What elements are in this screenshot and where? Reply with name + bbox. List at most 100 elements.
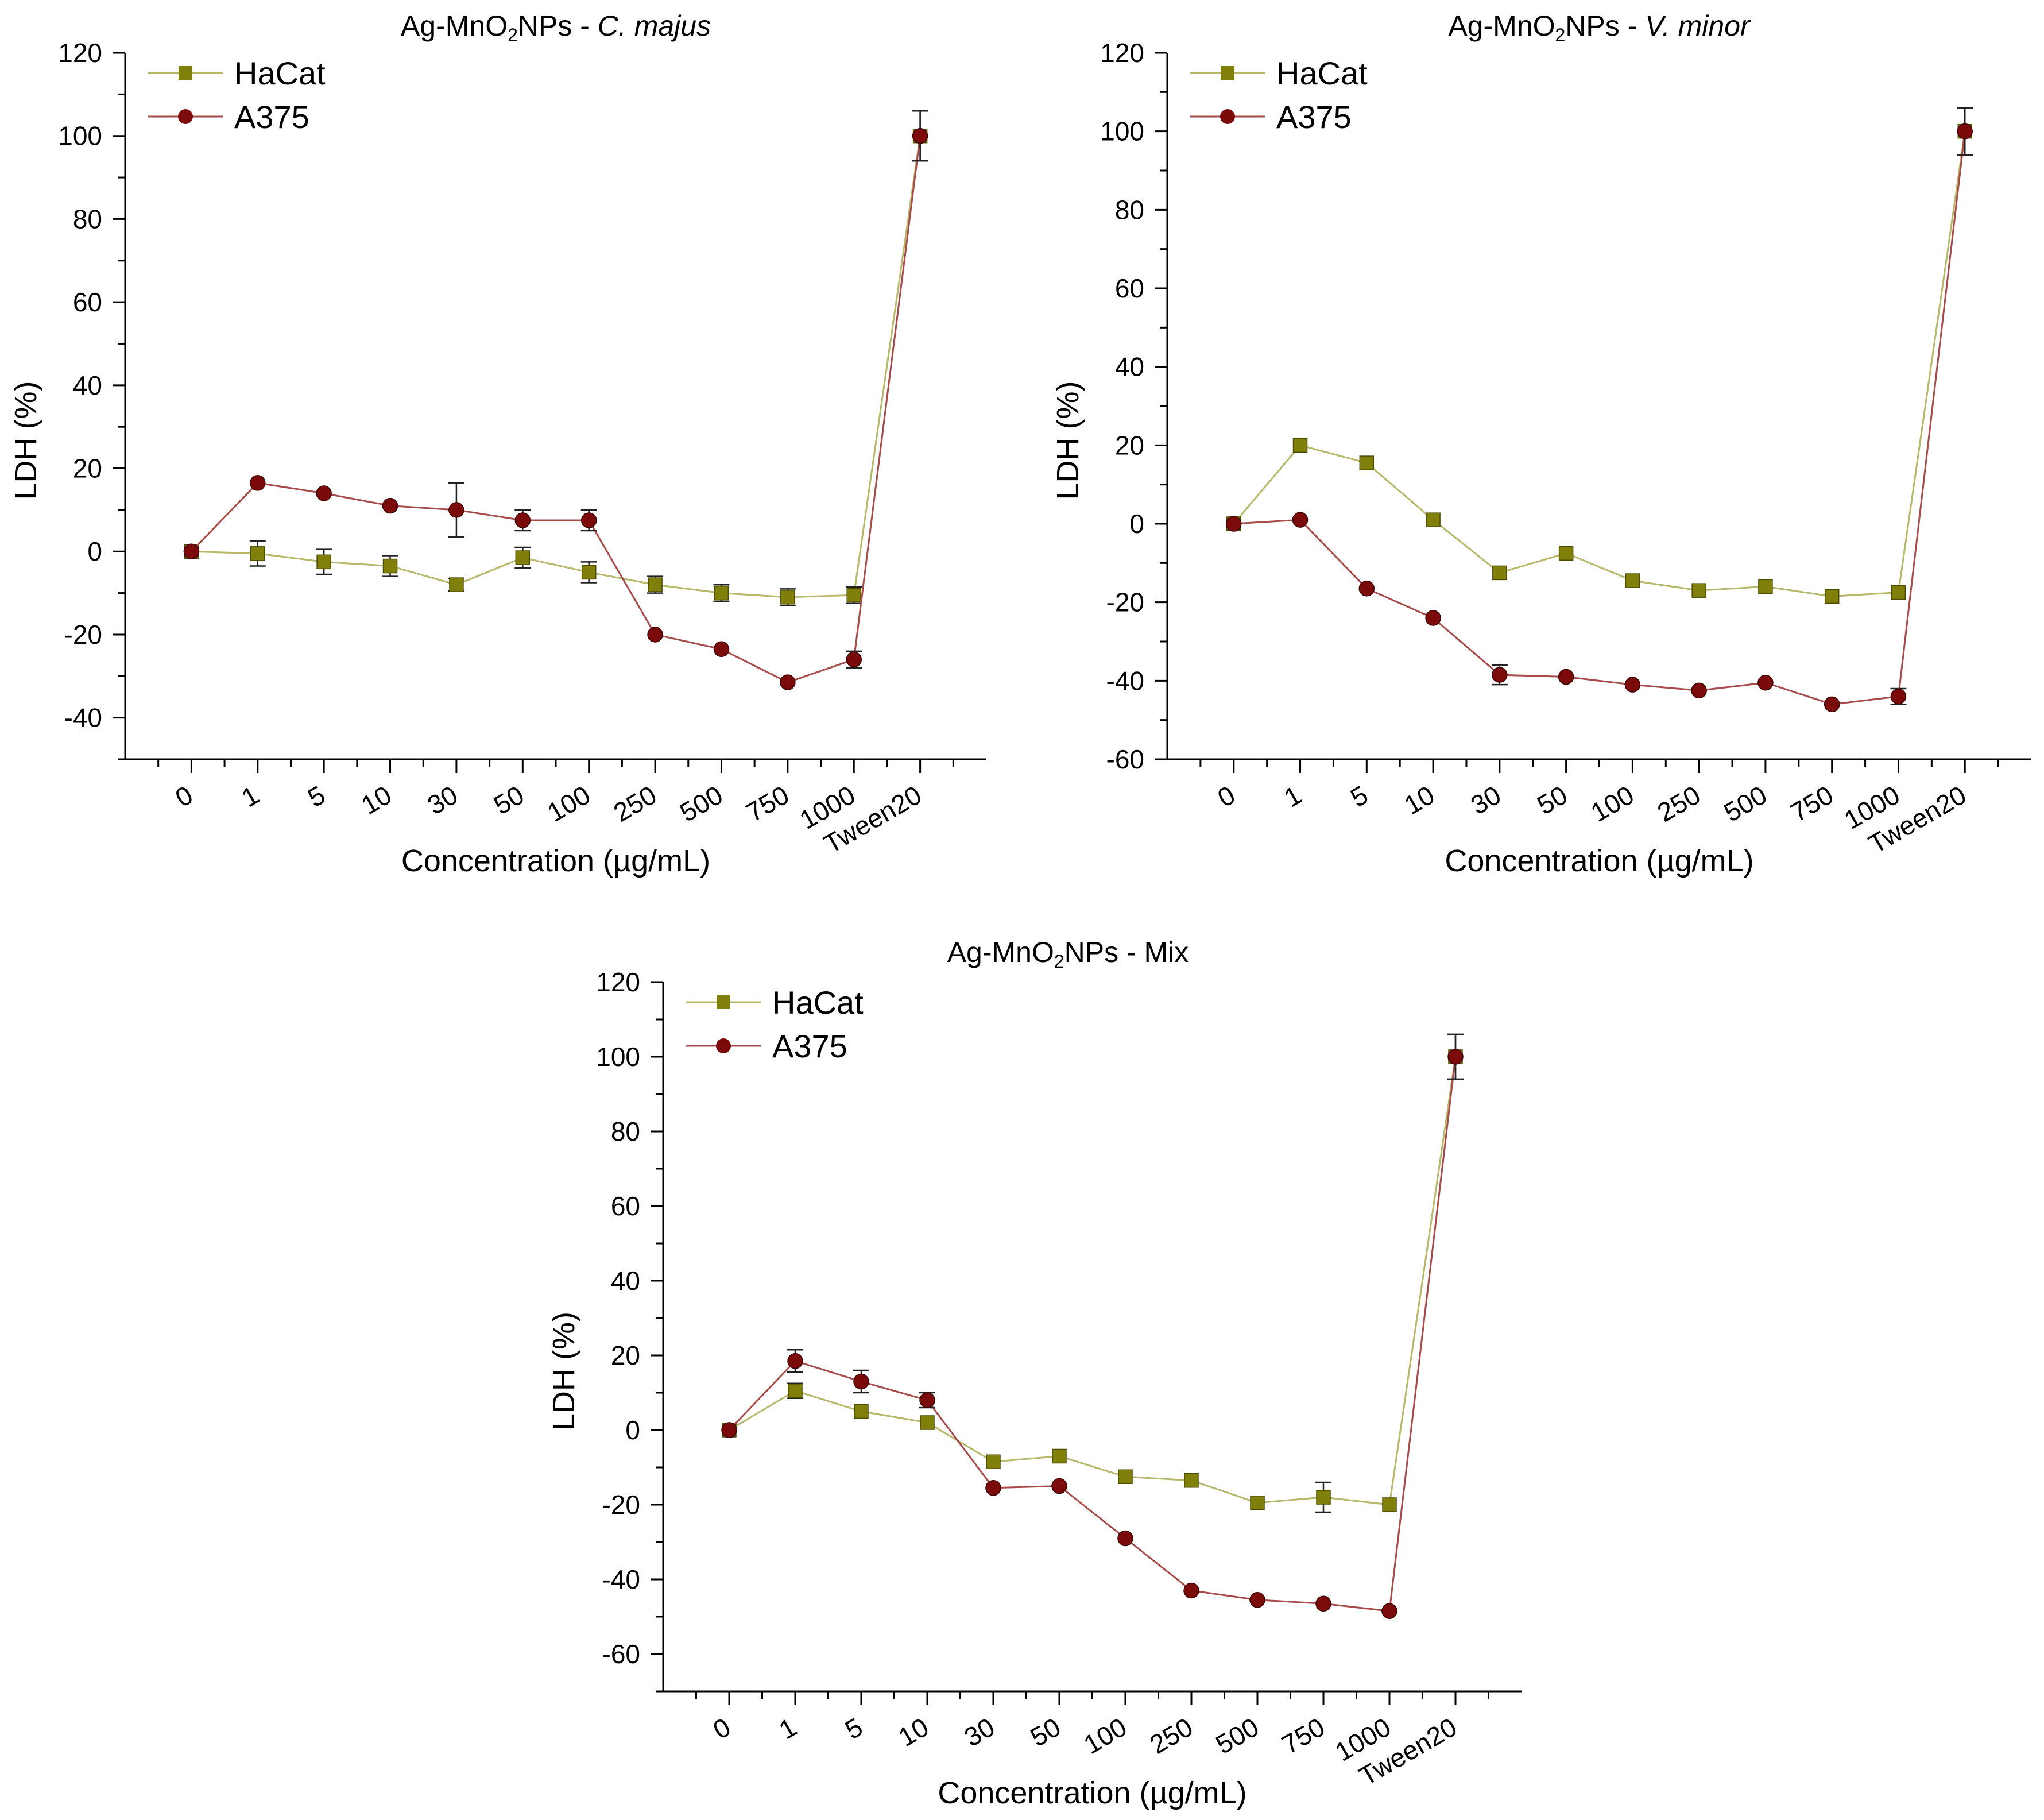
y-tick-label: 80 xyxy=(73,204,102,234)
data-point xyxy=(1184,1473,1199,1488)
data-point xyxy=(1624,677,1641,693)
legend-label: A375 xyxy=(772,1028,847,1064)
series-line-a375 xyxy=(1233,131,1966,705)
x-tick-label: 250 xyxy=(1145,1712,1198,1760)
y-tick-label: -20 xyxy=(602,1490,640,1520)
data-point xyxy=(1358,581,1375,597)
y-tick-label: 100 xyxy=(596,1042,640,1072)
data-point xyxy=(1447,1049,1464,1065)
y-axis-title: LDH (%) xyxy=(547,1312,581,1431)
x-tick-label: 0 xyxy=(1213,780,1240,813)
data-point xyxy=(1250,1496,1265,1510)
title-subscript: 2 xyxy=(1054,951,1064,972)
series-line-hacat xyxy=(191,136,922,598)
x-tick-label: 10 xyxy=(1399,780,1439,821)
chart-title: Ag-MnO2NPs - C. majus xyxy=(401,10,711,45)
data-point xyxy=(1625,573,1640,588)
data-point xyxy=(1890,688,1907,705)
series-line-a375 xyxy=(728,1056,1457,1612)
y-tick-label: 40 xyxy=(611,1266,640,1296)
x-tick-label: 750 xyxy=(1277,1712,1330,1760)
x-tick-label: 30 xyxy=(423,780,463,821)
x-tick-label: 5 xyxy=(303,780,330,813)
data-point xyxy=(514,512,531,528)
legend-label: A375 xyxy=(234,99,309,135)
y-tick-label: -20 xyxy=(64,620,102,650)
y-tick-label: 0 xyxy=(625,1415,640,1445)
legend-label: HaCat xyxy=(772,984,864,1021)
y-tick-label: 40 xyxy=(1115,352,1144,382)
title-after: NPs - xyxy=(518,10,598,42)
data-point xyxy=(919,1392,935,1408)
title-main: Ag-MnO xyxy=(401,10,508,42)
x-tick-label: 250 xyxy=(609,780,661,828)
data-point xyxy=(250,546,265,561)
data-point xyxy=(1292,438,1308,453)
data-point xyxy=(1558,546,1574,561)
y-tick-label: 80 xyxy=(1115,195,1144,225)
legend-label: HaCat xyxy=(234,55,326,91)
x-tick-label: 30 xyxy=(1466,780,1506,821)
x-tick-label: 100 xyxy=(542,780,595,828)
series-hacat xyxy=(1226,107,1973,604)
x-tick-label: 50 xyxy=(489,780,529,821)
data-point xyxy=(1824,696,1840,713)
title-after: NPs - xyxy=(1565,10,1645,42)
x-tick-label: 750 xyxy=(741,780,793,828)
legend-marker xyxy=(178,109,193,124)
data-point xyxy=(1824,589,1840,604)
data-point xyxy=(1757,675,1774,691)
data-point xyxy=(1117,1530,1133,1547)
data-point xyxy=(1758,579,1773,594)
data-point xyxy=(449,577,464,592)
y-tick-label: 0 xyxy=(87,536,102,566)
y-tick-label: -60 xyxy=(602,1639,640,1669)
title-italic: C. majus xyxy=(598,10,711,42)
x-tick-label: 100 xyxy=(1586,780,1639,828)
data-point xyxy=(647,627,663,643)
series-a375 xyxy=(1226,107,1973,713)
chart-title: Ag-MnO2NPs - Mix xyxy=(947,936,1189,972)
data-point xyxy=(1381,1603,1397,1619)
data-point xyxy=(1691,682,1707,699)
data-point xyxy=(714,585,729,601)
x-tick-label: 10 xyxy=(893,1712,934,1753)
data-point xyxy=(1292,512,1309,528)
data-point xyxy=(1558,669,1574,685)
data-point xyxy=(1052,1448,1067,1464)
data-point xyxy=(1426,512,1441,527)
data-point xyxy=(648,577,663,592)
x-tick-label: 5 xyxy=(1345,780,1373,813)
data-point xyxy=(580,512,597,528)
data-point xyxy=(382,558,398,574)
data-point xyxy=(1492,565,1507,581)
data-point xyxy=(1316,1490,1331,1505)
data-point xyxy=(1359,455,1375,470)
x-tick-label: 5 xyxy=(840,1712,868,1745)
y-tick-label: 20 xyxy=(611,1340,640,1370)
data-point xyxy=(780,674,796,690)
legend-marker xyxy=(1221,66,1234,80)
data-point xyxy=(1382,1497,1397,1512)
legend-label: A375 xyxy=(1276,99,1352,135)
data-point xyxy=(1315,1595,1331,1612)
data-point xyxy=(1492,667,1508,683)
y-tick-label: 100 xyxy=(1100,117,1144,146)
y-tick-label: 20 xyxy=(1115,430,1144,460)
chart-1: Ag-MnO2NPs - C. majus-40-200204060801001… xyxy=(9,10,986,878)
data-point xyxy=(448,502,464,518)
x-tick-label: 1 xyxy=(237,780,264,813)
data-point xyxy=(846,588,861,602)
data-point xyxy=(846,651,862,668)
data-point xyxy=(1051,1478,1067,1494)
title-subscript: 2 xyxy=(1555,25,1566,45)
y-tick-label: 60 xyxy=(611,1191,640,1221)
data-point xyxy=(713,641,730,658)
data-point xyxy=(854,1404,869,1419)
x-tick-label: 1 xyxy=(1279,780,1306,813)
y-tick-label: 120 xyxy=(1100,38,1144,68)
y-tick-label: 80 xyxy=(611,1116,640,1146)
x-axis-title: Concentration (µg/mL) xyxy=(938,1776,1246,1810)
y-tick-label: -20 xyxy=(1106,588,1144,617)
